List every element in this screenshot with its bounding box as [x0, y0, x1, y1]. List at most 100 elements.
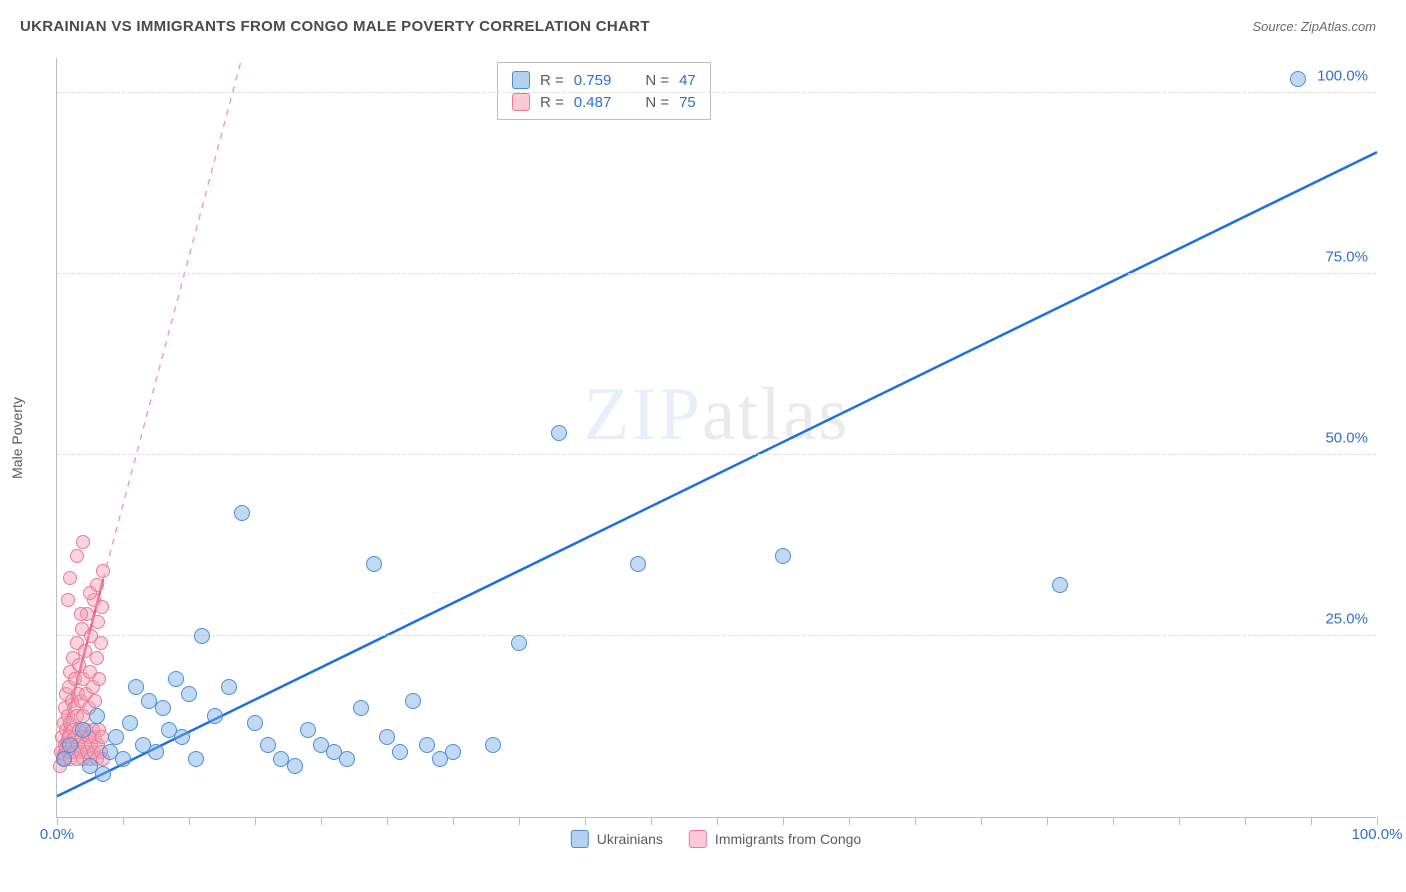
x-tick: [321, 817, 322, 825]
swatch-blue-icon: [571, 830, 589, 848]
scatter-point-ukrainians: [405, 693, 421, 709]
scatter-point-ukrainians: [221, 679, 237, 695]
swatch-pink-icon: [512, 93, 530, 111]
chart-area: Male Poverty ZIPatlas R = 0.759 N = 47 R…: [56, 58, 1376, 818]
trendlines-svg: [57, 58, 1377, 818]
scatter-point-congo: [76, 535, 90, 549]
gridline: [57, 273, 1376, 274]
scatter-point-congo: [61, 593, 75, 607]
bottom-legend: Ukrainians Immigrants from Congo: [571, 830, 861, 848]
scatter-point-ukrainians: [1052, 577, 1068, 593]
x-tick: [189, 817, 190, 825]
scatter-point-congo: [95, 600, 109, 614]
scatter-point-ukrainians: [630, 556, 646, 572]
x-tick: [1377, 817, 1378, 825]
x-tick: [123, 817, 124, 825]
scatter-point-congo: [92, 672, 106, 686]
scatter-point-ukrainians: [181, 686, 197, 702]
scatter-point-congo: [63, 571, 77, 585]
x-tick: [1113, 817, 1114, 825]
x-tick: [1311, 817, 1312, 825]
scatter-point-ukrainians: [108, 729, 124, 745]
x-tick: [255, 817, 256, 825]
scatter-point-congo: [83, 586, 97, 600]
n-value: 75: [679, 94, 696, 111]
scatter-point-ukrainians: [168, 671, 184, 687]
scatter-point-ukrainians: [207, 708, 223, 724]
x-tick: [915, 817, 916, 825]
scatter-point-ukrainians: [287, 758, 303, 774]
scatter-point-ukrainians: [339, 751, 355, 767]
scatter-point-congo: [90, 651, 104, 665]
chart-title: UKRAINIAN VS IMMIGRANTS FROM CONGO MALE …: [20, 18, 650, 35]
scatter-point-ukrainians: [1290, 71, 1306, 87]
scatter-point-ukrainians: [56, 751, 72, 767]
x-tick: [1245, 817, 1246, 825]
legend-label: Ukrainians: [597, 831, 663, 847]
swatch-blue-icon: [512, 71, 530, 89]
scatter-point-ukrainians: [551, 425, 567, 441]
scatter-point-congo: [94, 636, 108, 650]
scatter-point-ukrainians: [445, 744, 461, 760]
scatter-point-ukrainians: [95, 766, 111, 782]
scatter-point-ukrainians: [155, 700, 171, 716]
stats-legend-box: R = 0.759 N = 47 R = 0.487 N = 75: [497, 62, 711, 120]
x-tick: [717, 817, 718, 825]
x-tick: [981, 817, 982, 825]
x-tick: [453, 817, 454, 825]
scatter-point-ukrainians: [194, 628, 210, 644]
y-tick-label: 75.0%: [1325, 249, 1368, 266]
stats-row-congo: R = 0.487 N = 75: [512, 91, 696, 113]
scatter-point-ukrainians: [247, 715, 263, 731]
scatter-point-ukrainians: [148, 744, 164, 760]
scatter-point-ukrainians: [775, 548, 791, 564]
scatter-point-congo: [95, 730, 109, 744]
scatter-point-ukrainians: [128, 679, 144, 695]
r-label: R =: [540, 94, 564, 111]
r-label: R =: [540, 72, 564, 89]
scatter-point-ukrainians: [511, 635, 527, 651]
scatter-point-ukrainians: [379, 729, 395, 745]
scatter-point-ukrainians: [392, 744, 408, 760]
scatter-point-ukrainians: [89, 708, 105, 724]
scatter-point-ukrainians: [234, 505, 250, 521]
gridline: [57, 635, 1376, 636]
watermark: ZIPatlas: [584, 372, 850, 458]
x-tick: [783, 817, 784, 825]
header: UKRAINIAN VS IMMIGRANTS FROM CONGO MALE …: [0, 0, 1406, 45]
gridline: [57, 92, 1376, 93]
x-tick: [849, 817, 850, 825]
x-tick: [1047, 817, 1048, 825]
scatter-point-ukrainians: [485, 737, 501, 753]
n-value: 47: [679, 72, 696, 89]
x-tick: [651, 817, 652, 825]
legend-item-ukrainians: Ukrainians: [571, 830, 663, 848]
y-axis-label: Male Poverty: [9, 397, 25, 479]
scatter-point-ukrainians: [300, 722, 316, 738]
scatter-point-congo: [96, 564, 110, 578]
x-tick: [387, 817, 388, 825]
plot-region: Male Poverty ZIPatlas R = 0.759 N = 47 R…: [56, 58, 1376, 818]
scatter-point-ukrainians: [353, 700, 369, 716]
swatch-pink-icon: [689, 830, 707, 848]
r-value: 0.487: [574, 94, 612, 111]
y-tick-label: 25.0%: [1325, 611, 1368, 628]
scatter-point-congo: [74, 607, 88, 621]
n-label: N =: [645, 72, 669, 89]
scatter-point-congo: [91, 615, 105, 629]
scatter-point-ukrainians: [188, 751, 204, 767]
stats-row-ukrainians: R = 0.759 N = 47: [512, 69, 696, 91]
x-tick: [519, 817, 520, 825]
scatter-point-ukrainians: [122, 715, 138, 731]
scatter-point-ukrainians: [62, 737, 78, 753]
scatter-point-ukrainians: [115, 751, 131, 767]
watermark-bold: ZIP: [584, 373, 703, 456]
y-tick-label: 50.0%: [1325, 430, 1368, 447]
scatter-point-ukrainians: [419, 737, 435, 753]
scatter-point-congo: [70, 549, 84, 563]
gridline: [57, 454, 1376, 455]
watermark-light: atlas: [702, 373, 849, 456]
r-value: 0.759: [574, 72, 612, 89]
x-tick: [57, 817, 58, 825]
n-label: N =: [645, 94, 669, 111]
